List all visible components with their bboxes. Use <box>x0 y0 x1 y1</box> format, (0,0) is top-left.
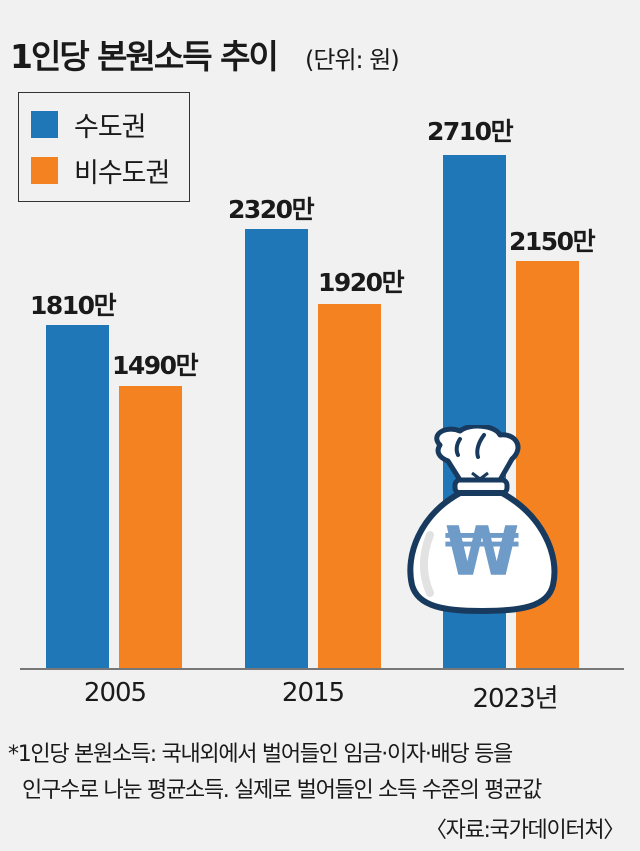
footnote-line-1: *1인당 본원소득: 국내외에서 벌어들인 임금·이자·배당 등을 <box>8 742 513 767</box>
value-label: 2710만 <box>427 117 514 146</box>
value-label: 1920만 <box>318 268 405 297</box>
legend-label: 수도권 <box>74 112 147 143</box>
x-tick-label: 2015 <box>281 678 345 708</box>
unit-label: (단위: 원) <box>305 46 400 74</box>
money-bag-won-icon: ₩ <box>407 425 558 614</box>
legend-label: 비수도권 <box>74 158 170 189</box>
legend-item-noncapital: 비수도권 <box>31 151 170 190</box>
legend: 수도권 비수도권 <box>18 92 190 202</box>
x-tick-label: 2023년 <box>472 684 558 714</box>
svg-text:₩: ₩ <box>444 513 519 592</box>
value-label: 2150만 <box>509 227 596 256</box>
bar-noncapital-2015 <box>318 304 381 668</box>
legend-swatch-blue <box>31 111 58 138</box>
value-label: 2320만 <box>228 195 315 224</box>
bar-noncapital-2005 <box>119 386 182 668</box>
legend-item-capital: 수도권 <box>31 105 147 144</box>
chart-title: 1인당 본원소득 추이 <box>10 37 279 76</box>
value-label: 1810만 <box>30 291 117 320</box>
footnote-line-2: 인구수로 나눈 평균소득. 실제로 벌어들인 소득 수준의 평균값 <box>22 778 542 803</box>
legend-swatch-orange <box>31 157 58 184</box>
bar-capital-2005 <box>46 325 109 668</box>
value-label: 1490만 <box>112 351 199 380</box>
source-label: 〈자료:국가데이터처〉 <box>424 818 625 843</box>
bar-capital-2015 <box>245 229 308 668</box>
x-tick-label: 2005 <box>83 678 147 708</box>
x-axis-line <box>20 668 624 670</box>
